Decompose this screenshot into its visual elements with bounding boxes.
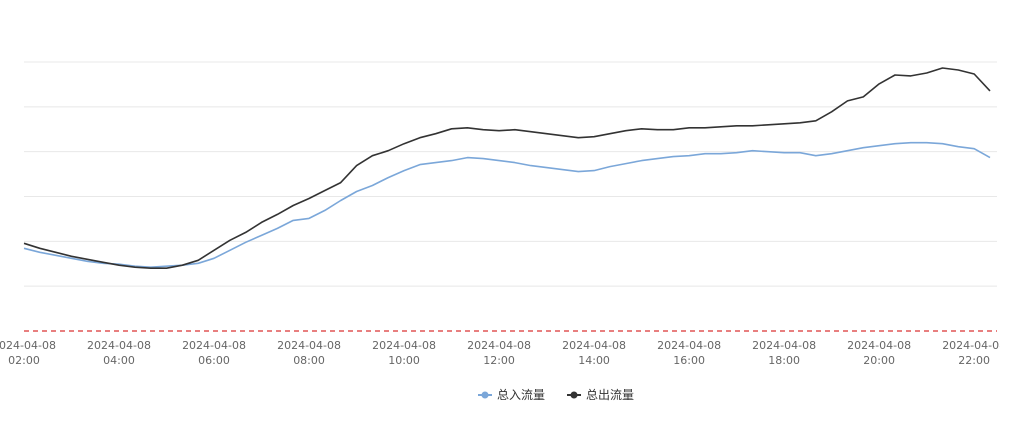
x-tick-label: 2024-04-08 20:00: [847, 339, 911, 367]
series-line: [23, 67, 991, 269]
x-tick-label: 2024-04-08 06:00: [182, 339, 246, 367]
x-tick-label: 2024-04-08 16:00: [657, 339, 721, 367]
x-tick-label: 2024-04-08 10:00: [372, 339, 436, 367]
legend-icon: [481, 391, 489, 399]
x-tick-label: 2024-04-08 14:00: [562, 339, 626, 367]
x-tick-label: 2024-04-08 04:00: [87, 339, 151, 367]
legend-item[interactable]: 总入流量: [478, 388, 545, 402]
legend: 总入流量 总出流量: [478, 388, 634, 402]
legend-label: 总出流量: [586, 388, 634, 402]
x-tick-label: 2024-04-08 12:00: [467, 339, 531, 367]
legend-icon: [570, 391, 578, 399]
series-line: [23, 141, 991, 268]
x-tick-label: 2024-04-08 22:00: [942, 339, 1006, 367]
x-tick-label: 2024-04-08 08:00: [277, 339, 341, 367]
legend-item[interactable]: 总出流量: [567, 388, 634, 402]
x-tick-label: 2024-04-08 18:00: [752, 339, 816, 367]
legend-label: 总入流量: [497, 388, 545, 402]
